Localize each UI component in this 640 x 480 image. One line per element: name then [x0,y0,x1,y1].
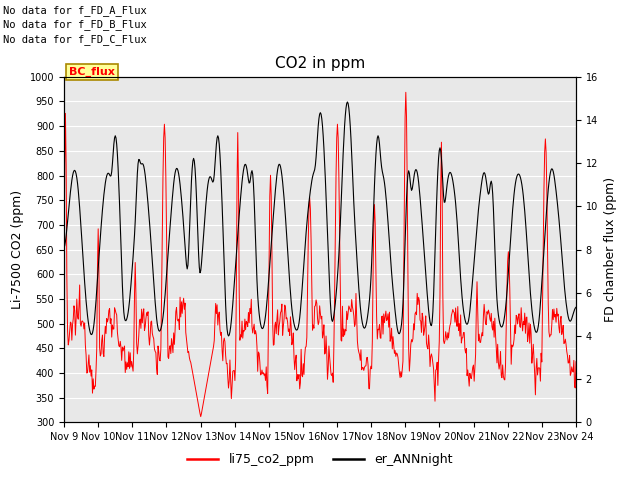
er_ANNnight [174,168,182,173]
er_ANNnight [69,170,77,176]
Line: li75_co2_ppm: li75_co2_ppm [64,92,576,417]
li75_co2_ppm [60,269,68,275]
li75_co2_ppm [397,374,405,380]
li75_co2_ppm [174,318,182,324]
li75_co2_ppm [122,359,130,365]
Text: No data for f_FD_C_Flux: No data for f_FD_C_Flux [3,34,147,45]
li75_co2_ppm [402,89,410,95]
er_ANNnight [399,313,406,319]
Y-axis label: FD chamber flux (ppm): FD chamber flux (ppm) [604,177,617,322]
Legend: li75_co2_ppm, er_ANNnight: li75_co2_ppm, er_ANNnight [182,448,458,471]
er_ANNnight [383,210,391,216]
li75_co2_ppm [69,316,77,322]
Line: er_ANNnight: er_ANNnight [64,102,576,336]
Text: BC_flux: BC_flux [69,67,115,77]
er_ANNnight [572,304,580,310]
li75_co2_ppm [197,414,205,420]
er_ANNnight [225,333,232,339]
li75_co2_ppm [383,318,390,324]
er_ANNnight [201,213,209,218]
er_ANNnight [344,99,351,105]
Text: No data for f_FD_B_Flux: No data for f_FD_B_Flux [3,19,147,30]
Y-axis label: Li-7500 CO2 (ppm): Li-7500 CO2 (ppm) [12,190,24,309]
li75_co2_ppm [202,387,209,393]
Title: CO2 in ppm: CO2 in ppm [275,57,365,72]
er_ANNnight [122,318,130,324]
Text: No data for f_FD_A_Flux: No data for f_FD_A_Flux [3,5,147,16]
er_ANNnight [60,245,68,251]
li75_co2_ppm [572,359,580,365]
